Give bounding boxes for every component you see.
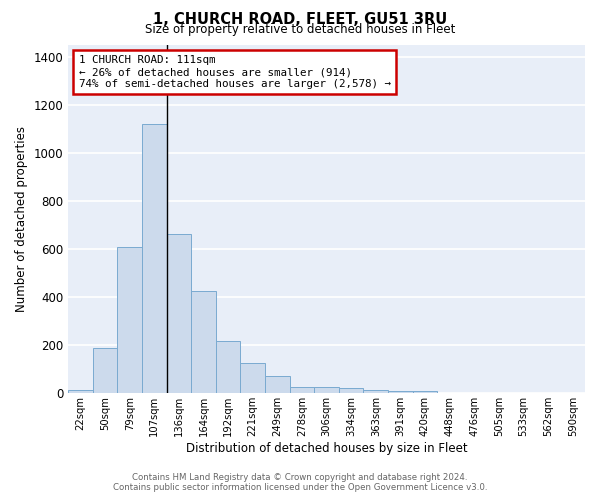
Text: 1 CHURCH ROAD: 111sqm
← 26% of detached houses are smaller (914)
74% of semi-det: 1 CHURCH ROAD: 111sqm ← 26% of detached … <box>79 56 391 88</box>
Bar <box>314 388 339 394</box>
Bar <box>191 291 216 394</box>
Text: Contains HM Land Registry data © Crown copyright and database right 2024.
Contai: Contains HM Land Registry data © Crown c… <box>113 473 487 492</box>
Bar <box>364 390 388 394</box>
Bar <box>68 390 93 394</box>
Bar <box>265 376 290 394</box>
Bar <box>118 247 142 394</box>
Text: 1, CHURCH ROAD, FLEET, GU51 3RU: 1, CHURCH ROAD, FLEET, GU51 3RU <box>153 12 447 28</box>
Bar <box>388 391 413 394</box>
Bar <box>339 388 364 394</box>
Bar <box>290 386 314 394</box>
Y-axis label: Number of detached properties: Number of detached properties <box>15 126 28 312</box>
X-axis label: Distribution of detached houses by size in Fleet: Distribution of detached houses by size … <box>186 442 467 455</box>
Bar <box>167 234 191 394</box>
Bar <box>413 391 437 394</box>
Bar <box>142 124 167 394</box>
Bar <box>216 341 241 394</box>
Text: Size of property relative to detached houses in Fleet: Size of property relative to detached ho… <box>145 22 455 36</box>
Bar <box>93 348 118 394</box>
Bar <box>241 362 265 394</box>
